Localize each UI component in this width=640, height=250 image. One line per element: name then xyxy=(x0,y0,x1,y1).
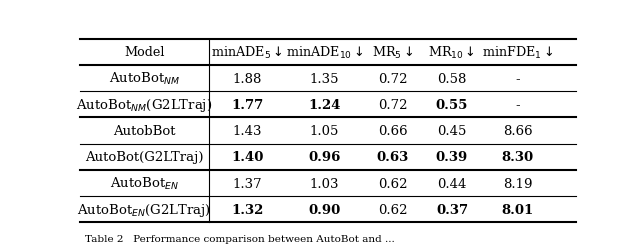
Text: 0.96: 0.96 xyxy=(308,151,340,164)
Text: 1.43: 1.43 xyxy=(233,124,262,138)
Text: 8.01: 8.01 xyxy=(502,203,534,216)
Text: 1.37: 1.37 xyxy=(232,177,262,190)
Text: -: - xyxy=(515,98,520,112)
Text: minADE$_5$$\downarrow$: minADE$_5$$\downarrow$ xyxy=(211,45,284,61)
Text: 0.58: 0.58 xyxy=(437,72,467,85)
Text: MR$_5$$\downarrow$: MR$_5$$\downarrow$ xyxy=(372,45,413,61)
Text: AutobBot: AutobBot xyxy=(113,124,176,138)
Text: AutoBot$_{EN}$(G2LTraj): AutoBot$_{EN}$(G2LTraj) xyxy=(77,201,211,218)
Text: 0.66: 0.66 xyxy=(378,124,407,138)
Text: Model: Model xyxy=(124,46,164,59)
Text: AutoBot$_{NM}$(G2LTraj): AutoBot$_{NM}$(G2LTraj) xyxy=(76,96,212,114)
Text: 0.90: 0.90 xyxy=(308,203,340,216)
Text: 1.24: 1.24 xyxy=(308,98,340,112)
Text: AutoBot(G2LTraj): AutoBot(G2LTraj) xyxy=(85,151,204,164)
Text: AutoBot$_{EN}$: AutoBot$_{EN}$ xyxy=(110,175,179,191)
Text: 1.77: 1.77 xyxy=(231,98,264,112)
Text: 0.63: 0.63 xyxy=(376,151,408,164)
Text: AutoBot$_{NM}$: AutoBot$_{NM}$ xyxy=(109,71,180,87)
Text: 0.62: 0.62 xyxy=(378,177,407,190)
Text: Table 2   Performance comparison between AutoBot and ...: Table 2 Performance comparison between A… xyxy=(85,234,395,243)
Text: 0.55: 0.55 xyxy=(436,98,468,112)
Text: 0.62: 0.62 xyxy=(378,203,407,216)
Text: -: - xyxy=(515,72,520,85)
Text: 8.19: 8.19 xyxy=(503,177,532,190)
Text: 1.05: 1.05 xyxy=(310,124,339,138)
Text: 0.45: 0.45 xyxy=(437,124,467,138)
Text: 0.72: 0.72 xyxy=(378,72,407,85)
Text: 0.72: 0.72 xyxy=(378,98,407,112)
Text: minFDE$_1$$\downarrow$: minFDE$_1$$\downarrow$ xyxy=(482,45,554,61)
Text: MR$_{10}$$\downarrow$: MR$_{10}$$\downarrow$ xyxy=(429,45,476,61)
Text: 1.32: 1.32 xyxy=(231,203,264,216)
Text: 1.35: 1.35 xyxy=(310,72,339,85)
Text: 0.37: 0.37 xyxy=(436,203,468,216)
Text: minADE$_{10}$$\downarrow$: minADE$_{10}$$\downarrow$ xyxy=(285,45,363,61)
Text: 0.39: 0.39 xyxy=(436,151,468,164)
Text: 1.40: 1.40 xyxy=(231,151,264,164)
Text: 8.66: 8.66 xyxy=(503,124,532,138)
Text: 8.30: 8.30 xyxy=(502,151,534,164)
Text: 1.03: 1.03 xyxy=(310,177,339,190)
Text: 1.88: 1.88 xyxy=(233,72,262,85)
Text: 0.44: 0.44 xyxy=(437,177,467,190)
